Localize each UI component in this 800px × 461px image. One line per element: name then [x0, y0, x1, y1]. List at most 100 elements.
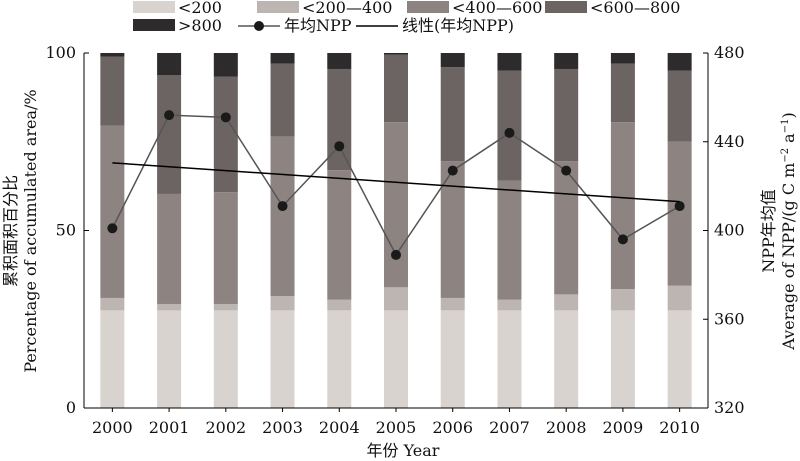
- bar-2005-series-0: [384, 310, 408, 408]
- bar-2006-series-2: [440, 161, 465, 298]
- bar-2006-series-4: [440, 53, 465, 68]
- bar-2003-series-4: [270, 53, 295, 64]
- x-tick-2009: 2009: [603, 418, 644, 437]
- legend-swatch-400-600: [407, 1, 449, 13]
- y-left-tick-100: 100: [45, 43, 76, 62]
- x-tick-2008: 2008: [546, 418, 587, 437]
- npp-point-2006: [447, 165, 458, 176]
- bar-2003-series-1: [270, 296, 295, 311]
- x-tick-2006: 2006: [432, 418, 473, 437]
- x-tick-2000: 2000: [92, 418, 133, 437]
- bars: [100, 53, 692, 408]
- bar-2007-series-2: [497, 180, 522, 300]
- y-left-title-en: Percentage of accumulated area/%: [21, 89, 40, 372]
- bar-2009-series-1: [610, 289, 635, 311]
- x-tick-2005: 2005: [376, 418, 417, 437]
- bar-2002-series-1: [213, 303, 238, 311]
- bar-2008-series-0: [554, 310, 579, 408]
- y-right-title-sup2: −1: [780, 119, 791, 134]
- x-tick-2004: 2004: [319, 418, 360, 437]
- legend-swatch-200-400: [257, 1, 299, 13]
- bar-2001-series-2: [157, 193, 182, 304]
- bar-2009-series-0: [610, 310, 635, 408]
- y-left-tick-0: 0: [66, 398, 76, 417]
- bar-2009-series-4: [610, 53, 635, 64]
- bar-2010-series-1: [667, 285, 692, 311]
- npp-point-2005: [391, 249, 401, 260]
- npp-point-2009: [617, 234, 628, 245]
- bar-2005-series-3: [384, 54, 408, 123]
- bar-2005-series-2: [384, 122, 408, 288]
- legend-swatch-lt200: [133, 1, 175, 13]
- bar-2006-series-3: [440, 67, 465, 162]
- bar-2007-series-0: [497, 310, 522, 408]
- bar-2000-series-1: [100, 297, 125, 311]
- npp-point-2002: [220, 112, 231, 123]
- bar-2007-series-1: [497, 299, 522, 311]
- x-tick-2003: 2003: [262, 418, 303, 437]
- y-right-title-end: ): [779, 112, 798, 118]
- legend-label-npp: 年均NPP: [284, 16, 352, 35]
- x-tick-2002: 2002: [205, 418, 246, 437]
- y-right-title-mid: a: [779, 133, 798, 148]
- bar-2000-series-0: [100, 310, 125, 408]
- bar-2003-series-3: [270, 63, 295, 137]
- legend-label-trend: 线性(年均NPP): [402, 16, 514, 35]
- x-tick-2010: 2010: [659, 418, 700, 437]
- npp-point-2007: [504, 127, 515, 138]
- npp-line: [107, 110, 685, 260]
- axes: 0 50 100 320 360 400 440 480 2000 2001 2002 2003 200…: [45, 43, 744, 437]
- y-right-title-sup1: −2: [780, 148, 791, 163]
- bar-2002-series-0: [213, 310, 238, 408]
- y-left-tick-50: 50: [56, 221, 76, 240]
- x-axis-title: 年份 Year: [367, 441, 440, 460]
- bar-2004-series-0: [327, 310, 352, 408]
- legend-label-600-800: <600—800: [590, 0, 680, 17]
- bar-2000-series-4: [100, 53, 125, 57]
- bar-2006-series-0: [440, 310, 465, 408]
- bar-2010-series-3: [667, 70, 692, 142]
- bar-2001-series-0: [157, 310, 182, 408]
- bar-2003-series-0: [270, 310, 295, 408]
- y-left-title-cn: 累积面积百分比: [1, 175, 20, 287]
- npp-point-2001: [164, 110, 175, 121]
- bar-2009-series-2: [610, 122, 635, 290]
- bar-2007-series-4: [497, 53, 522, 71]
- bar-2003-series-2: [270, 136, 295, 297]
- bar-2004-series-2: [327, 170, 352, 300]
- npp-trend-line: [112, 162, 680, 203]
- npp-point-2010: [674, 201, 685, 212]
- bar-2008-series-1: [554, 294, 579, 311]
- bar-2007-series-3: [497, 70, 522, 181]
- npp-point-2008: [561, 165, 572, 176]
- bar-2002-series-3: [213, 76, 238, 193]
- bar-2004-series-1: [327, 299, 352, 311]
- y-right-title-en-part1: Average of NPP/(g C m: [779, 163, 798, 351]
- bar-2002-series-2: [213, 192, 238, 304]
- bar-2006-series-1: [440, 297, 465, 311]
- y-right-tick-320: 320: [714, 398, 745, 417]
- npp-point-2003: [277, 201, 288, 212]
- npp-point-2004: [334, 141, 345, 152]
- bar-2010-series-0: [667, 310, 692, 408]
- legend-label-lt200: <200: [178, 0, 222, 17]
- legend-swatch-gt800: [133, 19, 175, 31]
- bar-2002-series-4: [213, 53, 238, 77]
- legend-marker-npp: [254, 21, 264, 31]
- y-right-title-cn: NPP年均值: [759, 189, 778, 273]
- legend-label-200-400: <200—400: [302, 0, 392, 17]
- legend: <200 <200—400 <400—600 <600—800 >800 年均N…: [133, 0, 680, 35]
- legend-label-400-600: <400—600: [452, 0, 542, 17]
- y-right-tick-400: 400: [714, 221, 745, 240]
- y-right-tick-360: 360: [714, 309, 745, 328]
- bar-2004-series-4: [327, 53, 352, 69]
- bar-2008-series-3: [554, 68, 579, 162]
- bar-2004-series-3: [327, 68, 352, 171]
- y-right-tick-480: 480: [714, 43, 745, 62]
- bar-2005-series-4: [384, 53, 408, 55]
- x-tick-2001: 2001: [149, 418, 190, 437]
- bar-2008-series-2: [554, 161, 579, 295]
- bar-2001-series-3: [157, 75, 182, 194]
- x-tick-2007: 2007: [489, 418, 530, 437]
- bar-2009-series-3: [610, 63, 635, 123]
